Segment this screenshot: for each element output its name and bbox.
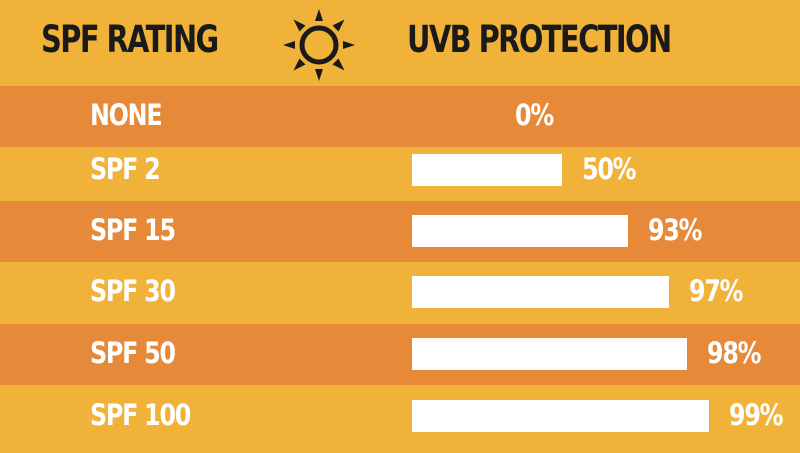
category-label: SPF 15 — [90, 213, 176, 247]
value-label: 99% — [729, 398, 783, 432]
category-label: NONE — [90, 98, 163, 132]
category-label: SPF 2 — [90, 152, 161, 186]
value-label: 50% — [582, 152, 636, 186]
spf-rating-header: SPF RATING — [41, 18, 219, 61]
value-label: 0% — [515, 98, 554, 132]
chart-row: SPF 30 97% — [0, 262, 800, 323]
category-label: SPF 100 — [90, 398, 191, 432]
chart-row: NONE 0% — [0, 86, 800, 147]
value-label: 98% — [707, 336, 761, 370]
value-bar — [412, 276, 669, 308]
value-bar — [412, 400, 709, 432]
uvb-protection-header: UVB PROTECTION — [407, 18, 672, 61]
category-label: SPF 50 — [90, 336, 176, 370]
value-label: 97% — [689, 274, 743, 308]
chart-row: SPF 15 93% — [0, 201, 800, 262]
category-label: SPF 30 — [90, 274, 176, 308]
value-bar — [412, 154, 562, 186]
value-label: 93% — [648, 213, 702, 247]
chart-row: SPF 50 98% — [0, 324, 800, 385]
value-bar — [412, 338, 687, 370]
sun-icon — [283, 9, 355, 81]
value-bar — [412, 215, 628, 247]
chart-row: SPF 100 99% — [0, 386, 800, 447]
chart-row: SPF 2 50% — [0, 140, 800, 201]
